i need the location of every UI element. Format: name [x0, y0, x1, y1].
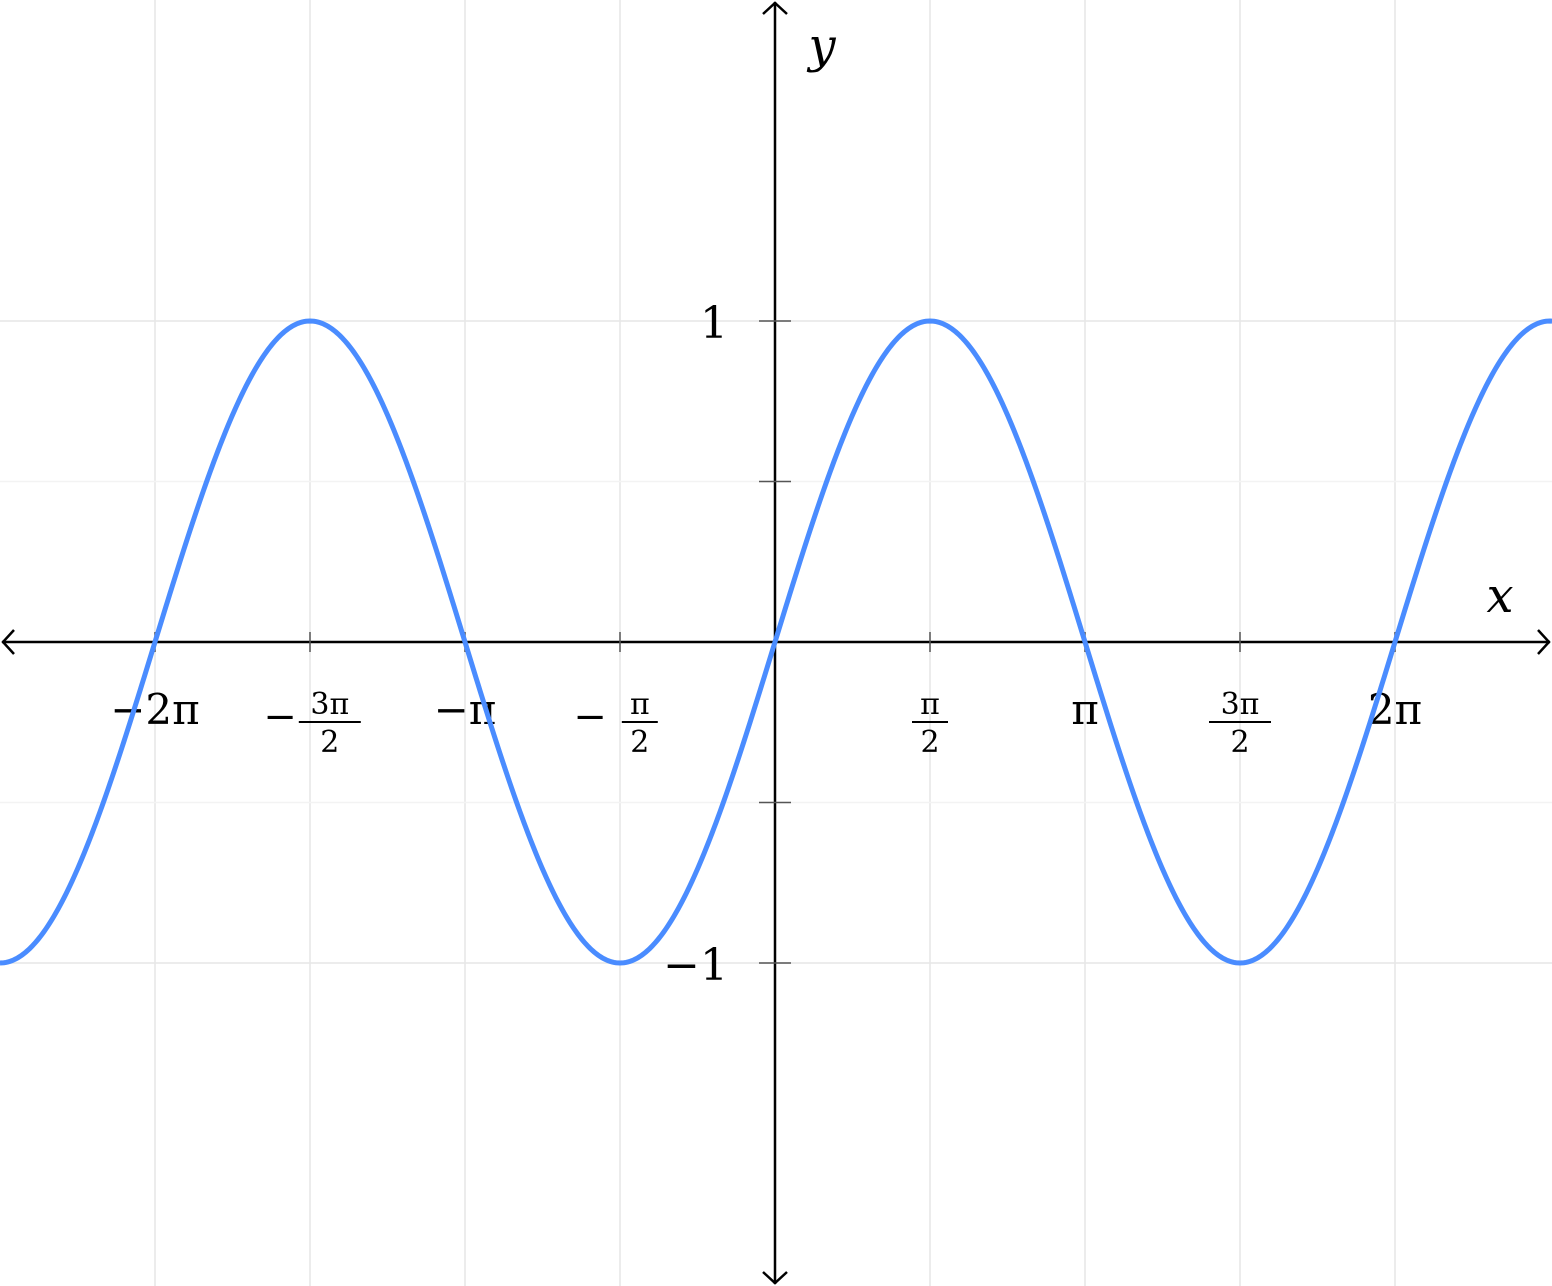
tick-sign: −: [263, 694, 297, 740]
x-tick-label: π2: [912, 687, 949, 760]
x-axis-arrow-left: [1, 629, 15, 655]
tick-numerator: π: [920, 687, 940, 722]
tick-denominator: 2: [320, 725, 339, 760]
y-tick-label: −1: [663, 940, 728, 991]
x-tick-label: π: [1071, 685, 1099, 734]
x-tick-label: −3π2: [263, 687, 361, 760]
tick-denominator: 2: [920, 725, 939, 760]
tick-numerator: 3π: [310, 687, 349, 722]
x-axis-label: x: [1486, 568, 1513, 624]
tick-numerator: 3π: [1221, 687, 1260, 722]
tick-denominator: 2: [630, 725, 649, 760]
x-tick-label: −2π: [110, 685, 200, 734]
tick-denominator: 2: [1230, 725, 1249, 760]
tick-sign: −: [573, 694, 607, 740]
y-axis-label: y: [806, 18, 836, 74]
y-tick-label: 1: [700, 298, 728, 349]
y-axis-arrow-down: [762, 1271, 788, 1285]
x-axis-arrow-right: [1537, 629, 1551, 655]
x-tick-label: 3π2: [1209, 687, 1272, 760]
sine-curve: [0, 318, 1552, 966]
tick-numerator: π: [630, 687, 650, 722]
y-axis-arrow-up: [762, 1, 788, 15]
x-tick-label: − π2: [573, 687, 658, 760]
